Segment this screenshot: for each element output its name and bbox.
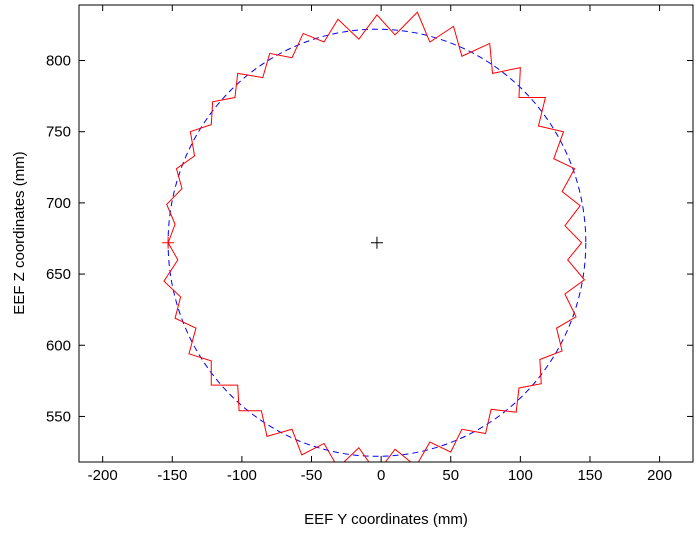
x-tick-label: -200 (88, 467, 118, 484)
x-tick-label: 100 (508, 467, 533, 484)
plus-marker (370, 236, 383, 249)
x-tick-label: 0 (377, 467, 385, 484)
plot-frame (78, 4, 694, 463)
y-tick-label: 700 (46, 195, 71, 212)
y-tick-label: 800 (46, 53, 71, 70)
y-tick-label: 750 (46, 124, 71, 141)
plus-marker (162, 236, 175, 249)
x-tick-label: 200 (647, 467, 672, 484)
x-tick-label: -150 (157, 467, 187, 484)
x-tick-label: 150 (577, 467, 602, 484)
x-tick-label: -50 (301, 467, 323, 484)
y-tick-label: 650 (46, 266, 71, 283)
y-axis-label: EEF Z coordinates (mm) (11, 151, 28, 314)
x-tick-label: 50 (442, 467, 459, 484)
y-tick-label: 600 (46, 337, 71, 354)
y-tick-label: 550 (46, 408, 71, 425)
x-axis-label: EEF Y coordinates (mm) (304, 511, 468, 528)
data-line (163, 11, 586, 462)
x-tick-label: -100 (227, 467, 257, 484)
